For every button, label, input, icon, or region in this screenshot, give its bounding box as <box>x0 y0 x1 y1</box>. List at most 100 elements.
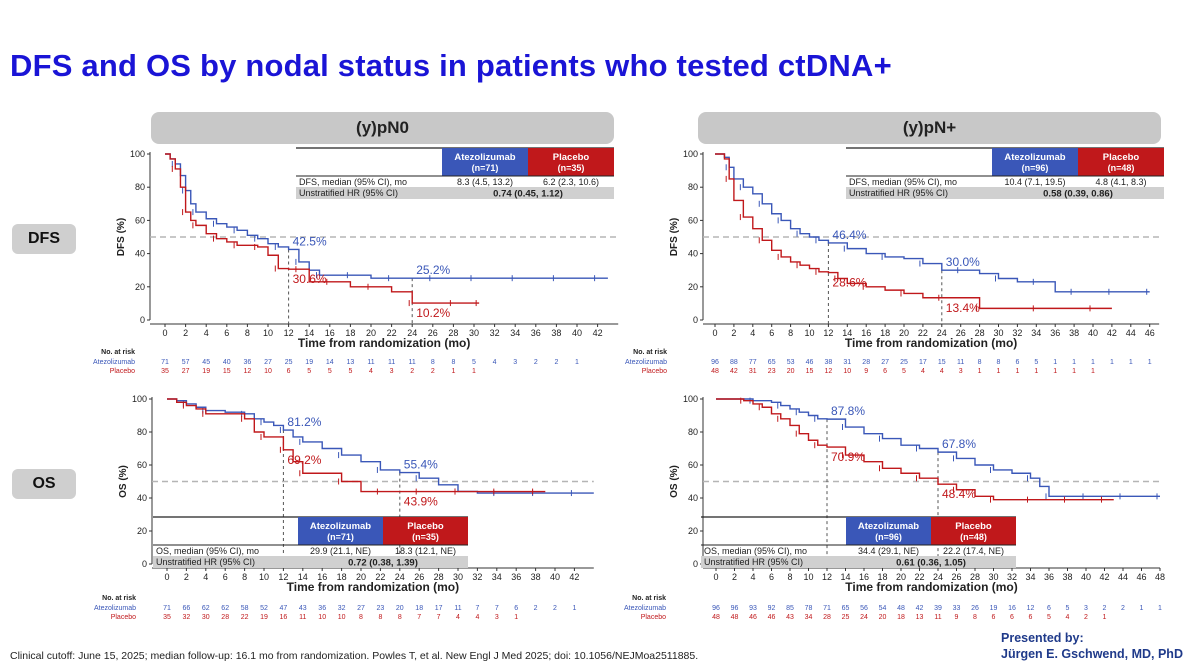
os-pnplus-x-tick-label: 4 <box>750 572 755 582</box>
dfs-pnplus-x-tick-label: 20 <box>899 328 909 338</box>
os-pnplus-x-tick-label: 42 <box>1099 572 1109 582</box>
os-pn0-y-axis-title: OS (%) <box>118 465 129 498</box>
dfs-pn0-annotation-placebo: 30.6% <box>293 272 327 286</box>
dfs-pn0-risk-count-placebo: 10 <box>264 368 272 375</box>
os-pn0-risk-count-atezolizumab: 36 <box>318 605 326 612</box>
dfs-pn0-x-tick-label: 16 <box>325 328 335 338</box>
dfs-pn0-risk-count-atezolizumab: 8 <box>451 359 455 366</box>
os-pn0-risk-arm-label-placebo: Placebo <box>111 614 136 621</box>
os-pn0-x-tick-label: 14 <box>298 572 308 582</box>
dfs-pn0-risk-count-atezolizumab: 2 <box>554 359 558 366</box>
os-pnplus-table-hr-bg <box>701 556 1016 568</box>
os-pnplus-risk-count-placebo: 1 <box>1103 614 1107 621</box>
dfs-pn0-risk-count-placebo: 2 <box>410 368 414 375</box>
os-pn0-risk-count-placebo: 4 <box>456 614 460 621</box>
dfs-pnplus-table-hr-label: Unstratified HR (95% CI) <box>849 188 948 198</box>
os-pn0-table-median-atezolizumab: 29.9 (21.1, NE) <box>310 546 371 556</box>
os-pn0-risk-count-atezolizumab: 7 <box>495 605 499 612</box>
os-pn0-risk-count-atezolizumab: 20 <box>396 605 404 612</box>
os-pnplus-risk-count-atezolizumab: 26 <box>971 605 979 612</box>
os-pnplus-risk-count-atezolizumab: 56 <box>860 605 868 612</box>
os-pnplus-risk-count-atezolizumab: 19 <box>990 605 998 612</box>
dfs-pn0-risk-count-atezolizumab: 4 <box>493 359 497 366</box>
dfs-pnplus-km-curve-atezolizumab <box>715 153 1150 293</box>
os-pn0-x-tick-label: 42 <box>569 572 579 582</box>
dfs-pnplus-risk-count-placebo: 3 <box>959 368 963 375</box>
os-pn0-table-header-arm: Placebo <box>407 521 444 532</box>
dfs-pnplus-risk-count-atezolizumab: 6 <box>1015 359 1019 366</box>
os-pn0-risk-count-placebo: 7 <box>417 614 421 621</box>
os-pnplus-x-tick-label: 0 <box>713 572 718 582</box>
dfs-pnplus-table-header-atezolizumab-bg <box>992 148 1078 176</box>
os-pn0-risk-count-placebo: 32 <box>183 614 191 621</box>
dfs-pnplus-x-tick-label: 6 <box>769 328 774 338</box>
dfs-pn0-x-tick-label: 8 <box>245 328 250 338</box>
os-pn0-y-tick-label: 80 <box>137 427 147 437</box>
os-pnplus-risk-count-atezolizumab: 12 <box>1027 605 1035 612</box>
dfs-pnplus-risk-count-placebo: 10 <box>843 368 851 375</box>
dfs-pnplus-x-axis-title: Time from randomization (mo) <box>845 336 1017 350</box>
os-pnplus-x-tick-label: 48 <box>1155 572 1165 582</box>
os-pn0-x-tick-label: 22 <box>375 572 385 582</box>
row-label-dfs: DFS <box>12 224 76 254</box>
dfs-pnplus-risk-count-placebo: 20 <box>787 368 795 375</box>
os-pnplus-table-median-atezolizumab: 34.4 (29.1, NE) <box>858 546 919 556</box>
dfs-pn0-risk-count-atezolizumab: 45 <box>202 359 210 366</box>
os-pnplus-risk-count-atezolizumab: 93 <box>749 605 757 612</box>
os-pnplus-annotation-placebo: 48.4% <box>942 487 976 501</box>
os-pnplus-x-tick-label: 38 <box>1062 572 1072 582</box>
row-label-os: OS <box>12 469 76 499</box>
os-pn0-y-tick-label: 60 <box>137 460 147 470</box>
os-pnplus-risk-count-atezolizumab: 16 <box>1008 605 1016 612</box>
dfs-pnplus-risk-arm-label-placebo: Placebo <box>642 368 667 375</box>
os-pn0-km-curve-placebo <box>167 398 546 493</box>
os-pnplus-risk-count-atezolizumab: 5 <box>1066 605 1070 612</box>
dfs-pnplus-risk-count-placebo: 5 <box>902 368 906 375</box>
dfs-pn0-risk-arm-label-atezolizumab: Atezolizumab <box>93 359 135 366</box>
dfs-pnplus-x-tick-label: 28 <box>975 328 985 338</box>
os-pnplus-risk-count-placebo: 9 <box>955 614 959 621</box>
os-pnplus-x-tick-label: 32 <box>1007 572 1017 582</box>
dfs-pn0-risk-count-placebo: 5 <box>348 368 352 375</box>
dfs-pnplus-risk-count-atezolizumab: 96 <box>711 359 719 366</box>
os-pn0-y-tick-label: 20 <box>137 526 147 536</box>
dfs-pn0-table-header-atezolizumab-bg <box>442 148 528 176</box>
dfs-pnplus-table-median-label: DFS, median (95% CI), mo <box>849 177 957 187</box>
dfs-pn0-risk-count-atezolizumab: 36 <box>244 359 252 366</box>
os-pnplus-risk-count-placebo: 48 <box>712 614 720 621</box>
dfs-pn0-annotation-atezolizumab: 25.2% <box>416 263 450 277</box>
dfs-pnplus-risk-count-placebo: 31 <box>749 368 757 375</box>
dfs-pnplus-x-tick-label: 0 <box>712 328 717 338</box>
os-pnplus-risk-count-placebo: 4 <box>1066 614 1070 621</box>
dfs-pn0-table-header-n: (n=35) <box>558 163 585 173</box>
os-pn0-risk-count-atezolizumab: 18 <box>415 605 423 612</box>
os-pnplus-x-tick-label: 2 <box>732 572 737 582</box>
dfs-pn0-risk-count-placebo: 12 <box>244 368 252 375</box>
os-pnplus-y-tick-label: 0 <box>693 559 698 569</box>
dfs-pnplus-risk-count-atezolizumab: 1 <box>1072 359 1076 366</box>
os-pnplus-risk-count-placebo: 6 <box>1029 614 1033 621</box>
dfs-pn0-table-header-n: (n=71) <box>472 163 499 173</box>
dfs-pnplus-x-tick-label: 10 <box>804 328 814 338</box>
os-pn0-risk-count-placebo: 4 <box>475 614 479 621</box>
dfs-pnplus-risk-count-placebo: 1 <box>1034 368 1038 375</box>
os-pn0-x-tick-label: 4 <box>203 572 208 582</box>
os-pnplus-table-header-placebo-bg <box>931 517 1016 545</box>
os-pnplus-risk-count-placebo: 18 <box>897 614 905 621</box>
dfs-pn0-y-tick-label: 20 <box>135 282 145 292</box>
dfs-pnplus-risk-count-atezolizumab: 1 <box>1053 359 1057 366</box>
dfs-pnplus-annotation-atezolizumab: 46.4% <box>832 228 866 242</box>
os-pnplus-x-tick-label: 18 <box>877 572 887 582</box>
dfs-pn0-risk-count-placebo: 4 <box>369 368 373 375</box>
dfs-pn0-x-tick-label: 28 <box>448 328 458 338</box>
dfs-pn0-y-tick-label: 60 <box>135 215 145 225</box>
os-pn0-risk-count-atezolizumab: 11 <box>454 605 461 612</box>
os-pnplus-table-header-arm: Placebo <box>955 521 992 532</box>
os-pn0-risk-count-placebo: 28 <box>221 614 229 621</box>
dfs-pnplus-table-header-arm: Atezolizumab <box>1004 152 1065 163</box>
os-pn0-km-curve-atezolizumab <box>167 398 594 494</box>
dfs-pn0-risk-count-placebo: 6 <box>287 368 291 375</box>
dfs-pnplus-table-hr-value: 0.58 (0.39, 0.86) <box>1043 189 1113 200</box>
dfs-pn0-x-tick-label: 38 <box>551 328 561 338</box>
